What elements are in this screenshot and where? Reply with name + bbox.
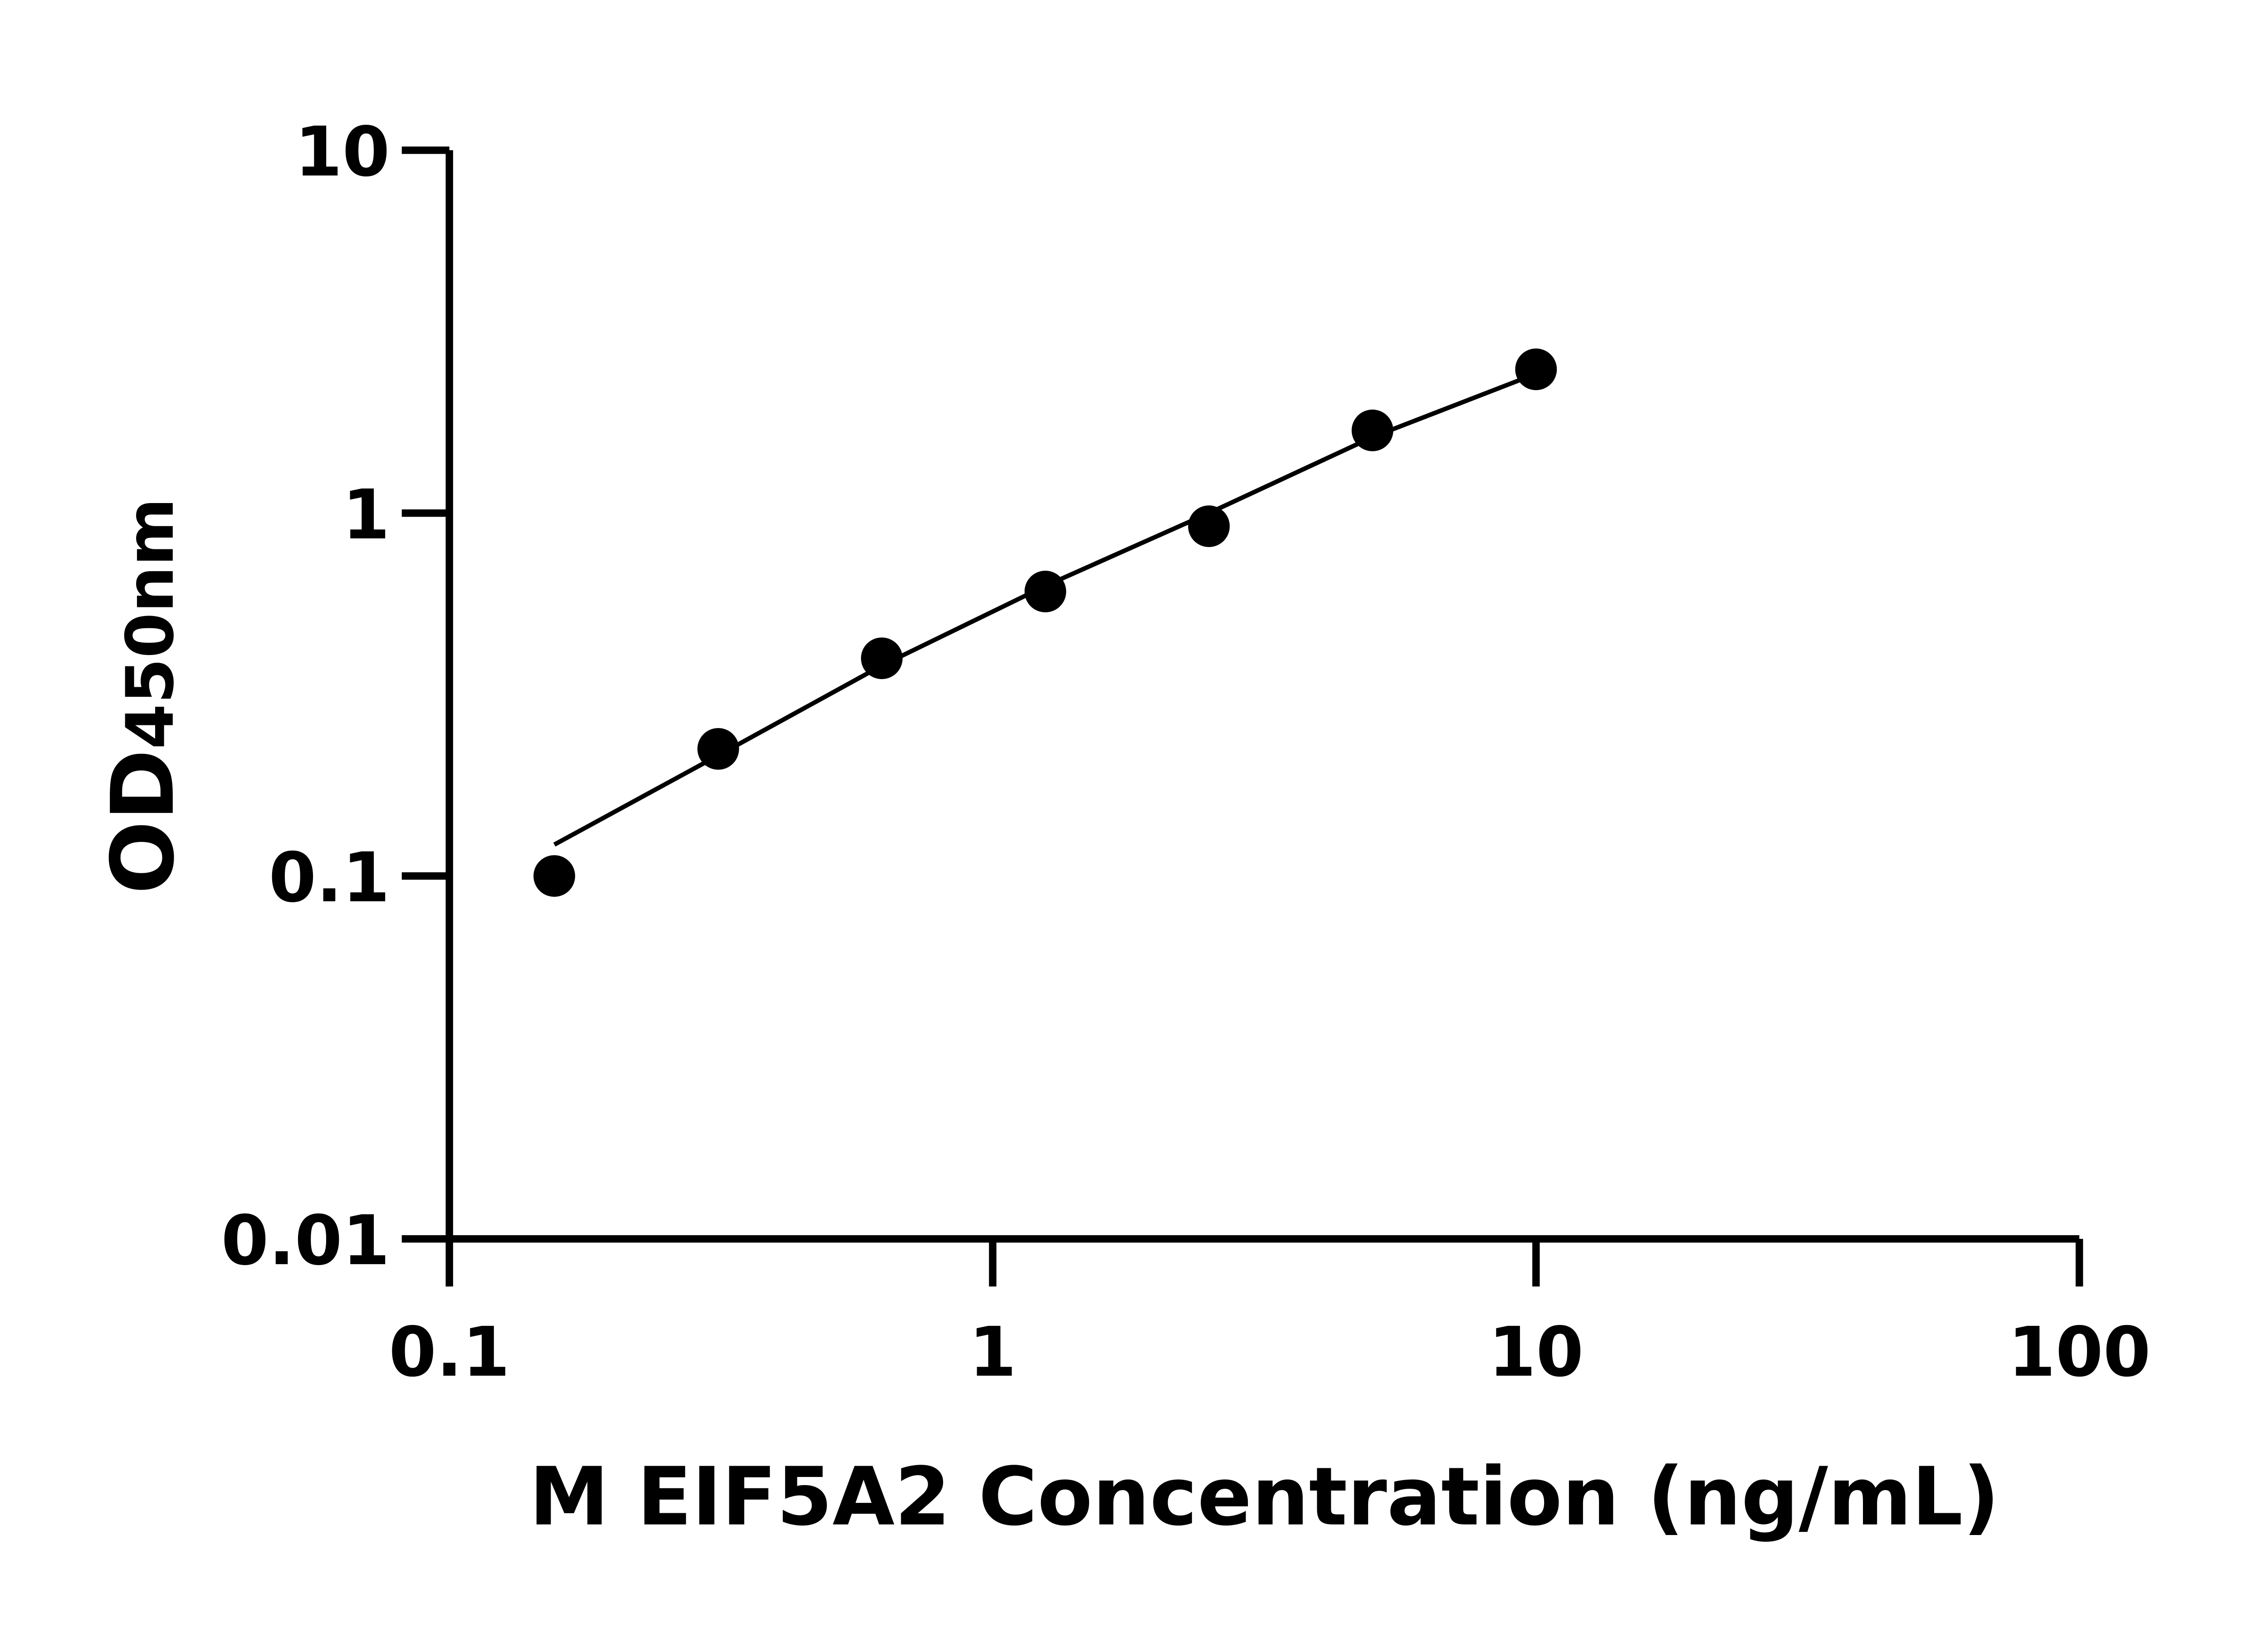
y-tick-label: 1 bbox=[342, 475, 390, 555]
y-axis-label-sub: 450nm bbox=[112, 498, 189, 749]
data-point bbox=[1515, 348, 1557, 391]
y-tick-label: 10 bbox=[295, 112, 390, 192]
x-tick-label: 0.1 bbox=[389, 1312, 510, 1392]
y-tick-label: 0.01 bbox=[221, 1201, 390, 1281]
x-tick-label: 10 bbox=[1488, 1312, 1584, 1392]
data-point bbox=[533, 855, 575, 897]
y-axis-label: OD450nm bbox=[93, 498, 193, 895]
y-axis-label-main: OD bbox=[93, 749, 193, 895]
data-point bbox=[861, 637, 903, 680]
data-point bbox=[697, 728, 739, 770]
data-point bbox=[1351, 409, 1393, 451]
y-tick-label: 0.1 bbox=[269, 838, 390, 918]
data-point bbox=[1024, 571, 1066, 612]
data-point bbox=[1188, 505, 1230, 548]
axes: 0.01 0.1 1 10 0.1 1 10 100 bbox=[221, 112, 2151, 1392]
x-tick-label: 1 bbox=[969, 1312, 1017, 1392]
x-axis-label: M EIF5A2 Concentration (ng/mL) bbox=[529, 1450, 2000, 1544]
marks bbox=[533, 348, 1557, 897]
x-tick-label: 100 bbox=[2008, 1312, 2151, 1392]
